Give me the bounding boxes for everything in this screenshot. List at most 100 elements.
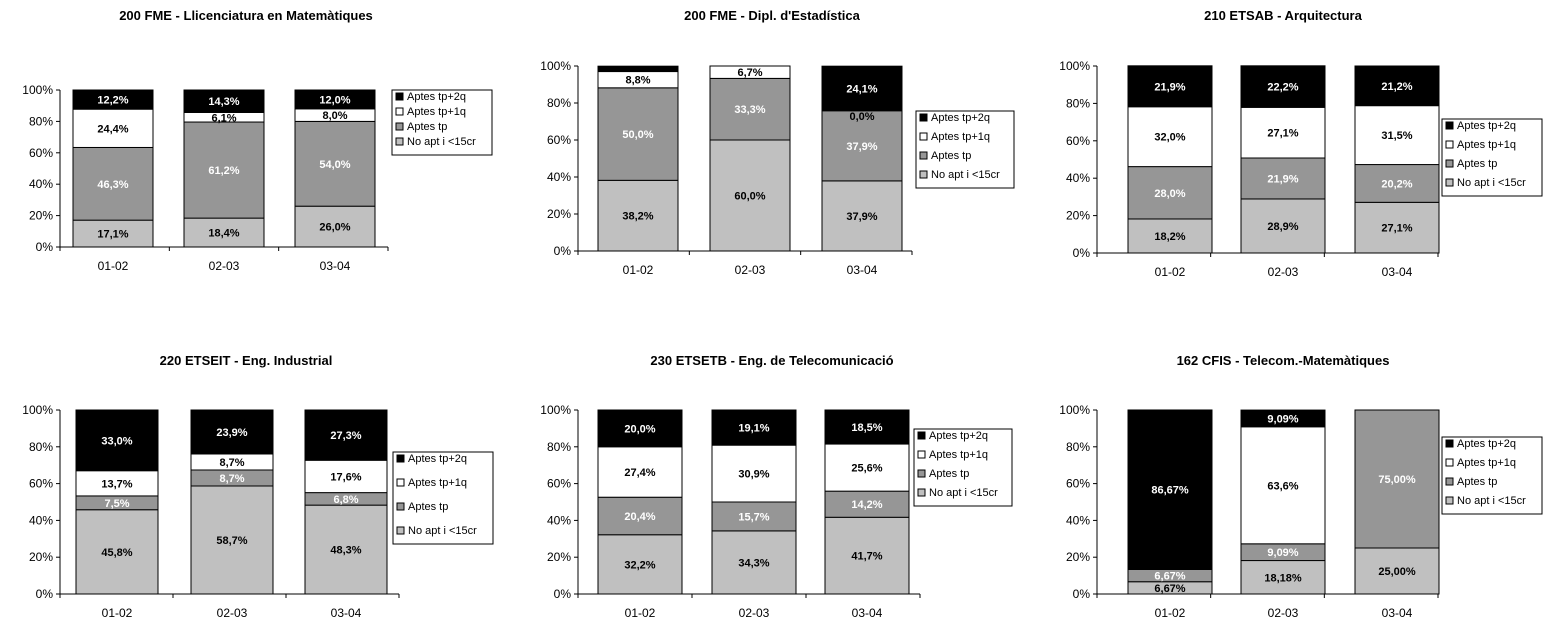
legend-swatch <box>1445 159 1454 168</box>
legend-swatch <box>1445 178 1454 187</box>
legend-label: Aptes tp+2q <box>929 430 988 442</box>
chart-title: 200 FME - Llicenciatura en Matemàtiques <box>119 8 373 23</box>
x-tick-label: 03-04 <box>847 263 878 277</box>
y-tick-label: 60% <box>1066 477 1090 491</box>
data-label: 25,00% <box>1378 566 1416 578</box>
data-label: 6,8% <box>333 494 358 506</box>
x-tick-label: 02-03 <box>1268 265 1299 279</box>
data-label: 6,67% <box>1154 583 1185 595</box>
bar-segment <box>709 139 791 252</box>
legend-swatch <box>919 113 928 122</box>
bar-segment <box>597 87 679 181</box>
data-label: 27,1% <box>1267 128 1298 140</box>
y-tick-label: 0% <box>554 587 572 601</box>
y-tick-label: 40% <box>547 170 571 184</box>
y-tick-label: 100% <box>22 403 53 417</box>
bar-segment <box>1127 106 1213 168</box>
legend-swatch <box>395 107 404 116</box>
bar-segment <box>597 179 679 252</box>
chart-panel-2: 200 FME - Dipl. d'Estadística 0% 20% 40% 60%… <box>540 8 1015 277</box>
y-tick-label: 0% <box>1073 587 1091 601</box>
chart-title: 210 ETSAB - Arquitectura <box>1204 8 1362 23</box>
bar-segment <box>75 470 159 497</box>
y-tick-label: 100% <box>1059 59 1090 73</box>
data-label: 63,6% <box>1267 480 1298 492</box>
bar-segment <box>824 409 910 445</box>
bar-segment <box>183 89 265 113</box>
data-label: 58,7% <box>216 535 247 547</box>
data-label: 32,2% <box>624 559 655 571</box>
legend-swatch <box>395 122 404 131</box>
data-label: 2,9% <box>625 54 650 66</box>
bar-segment <box>183 121 265 219</box>
data-label: 17,1% <box>97 229 128 241</box>
bar-segment <box>1127 409 1213 570</box>
data-label: 46,3% <box>97 179 128 191</box>
data-label: 8,8% <box>625 75 650 87</box>
y-tick-label: 40% <box>29 513 53 527</box>
legend-frame <box>913 428 1013 507</box>
legend-label: Aptes tp <box>408 501 448 513</box>
x-tick-label: 01-02 <box>1155 606 1186 620</box>
data-label: 20,4% <box>624 511 655 523</box>
data-label: 6,67% <box>1154 571 1185 583</box>
bar-segment <box>294 120 376 207</box>
legend-swatch <box>919 151 928 160</box>
x-tick-label: 01-02 <box>623 263 654 277</box>
y-tick-label: 40% <box>547 513 571 527</box>
data-label: 26,0% <box>319 222 350 234</box>
legend-swatch <box>396 526 405 535</box>
bar-segment <box>1240 157 1326 200</box>
y-tick-label: 80% <box>29 440 53 454</box>
data-label: 17,6% <box>330 471 361 483</box>
data-label: 14,2% <box>851 499 882 511</box>
legend-label: Aptes tp+1q <box>929 449 988 461</box>
legend-label: Aptes tp+1q <box>931 131 990 143</box>
data-label: 21,9% <box>1267 173 1298 185</box>
y-tick-label: 60% <box>29 477 53 491</box>
data-label: 21,2% <box>1381 81 1412 93</box>
bar-segment <box>824 490 910 518</box>
legend-label: Aptes tp+1q <box>1457 457 1516 469</box>
data-label: 20,2% <box>1381 178 1412 190</box>
chart-title: 230 ETSETB - Eng. de Telecomunicació <box>650 353 893 368</box>
legend-label: Aptes tp <box>929 468 969 480</box>
chart-panel-5: 230 ETSETB - Eng. de Telecomunicació 0% 20… <box>540 353 1013 620</box>
data-label: 45,8% <box>101 547 132 559</box>
legend-label: Aptes tp+2q <box>407 91 466 103</box>
y-tick-label: 60% <box>1066 134 1090 148</box>
y-tick-label: 80% <box>29 114 53 128</box>
bar-segment <box>294 89 376 110</box>
bar-segment <box>821 65 903 112</box>
data-label: 22,2% <box>1267 82 1298 94</box>
bar-segment <box>597 65 679 73</box>
y-tick-label: 100% <box>540 403 571 417</box>
bar-segment <box>1354 164 1440 203</box>
bar-segment <box>821 110 903 182</box>
data-label: 15,7% <box>738 511 769 523</box>
data-label: 60,0% <box>734 191 765 203</box>
legend-label: Aptes tp+2q <box>1457 120 1516 132</box>
data-label: 6,7% <box>737 67 762 79</box>
x-tick-label: 02-03 <box>1268 606 1299 620</box>
data-label: 21,9% <box>1154 81 1185 93</box>
chart-title: 220 ETSEIT - Eng. Industrial <box>160 353 333 368</box>
data-label: 33,3% <box>734 104 765 116</box>
data-label: 12,2% <box>97 95 128 107</box>
legend-swatch <box>919 170 928 179</box>
legend-label: No apt i <15cr <box>931 169 1000 181</box>
data-label: 19,1% <box>738 423 769 435</box>
data-label: 48,3% <box>330 545 361 557</box>
x-tick-label: 01-02 <box>102 606 133 620</box>
bar-segment <box>304 409 388 461</box>
data-label: 28,9% <box>1267 221 1298 233</box>
y-tick-label: 0% <box>554 244 572 258</box>
chart-title: 162 CFIS - Telecom.-Matemàtiques <box>1177 353 1390 368</box>
x-tick-label: 01-02 <box>98 259 129 273</box>
bar-segment <box>709 65 791 79</box>
legend-label: Aptes tp <box>1457 476 1497 488</box>
bar-segment <box>72 89 154 110</box>
bar-segment <box>1354 547 1440 595</box>
y-tick-label: 60% <box>29 146 53 160</box>
bar-segment <box>1240 426 1326 545</box>
